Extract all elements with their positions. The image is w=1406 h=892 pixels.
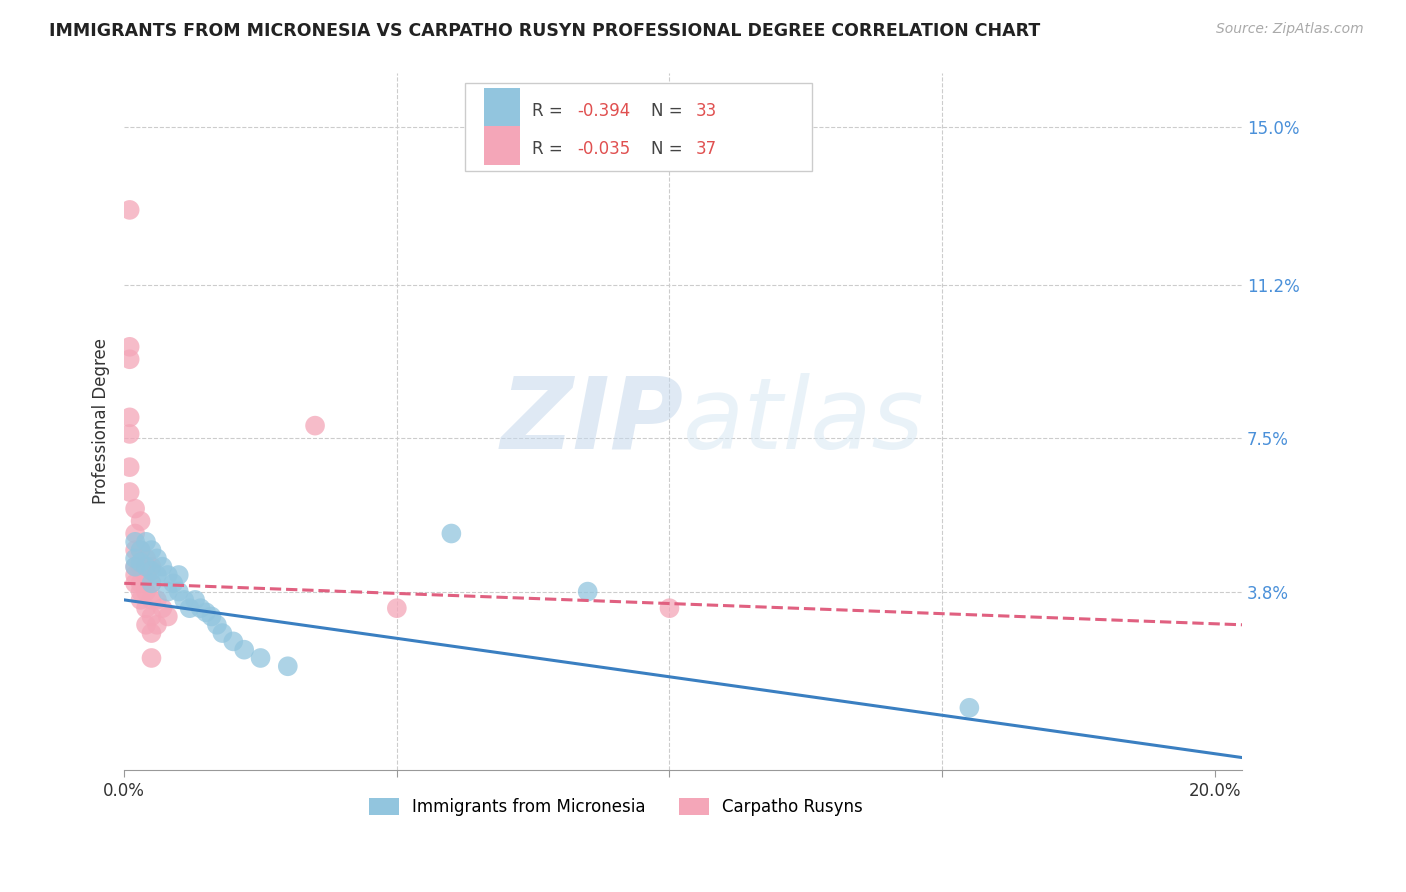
Point bbox=[249, 651, 271, 665]
Point bbox=[658, 601, 681, 615]
Point bbox=[141, 609, 163, 624]
Point bbox=[179, 601, 201, 615]
Point bbox=[118, 352, 141, 367]
Point bbox=[150, 601, 173, 615]
Point bbox=[129, 559, 152, 574]
Point bbox=[957, 700, 980, 714]
Text: 37: 37 bbox=[696, 140, 717, 159]
Point bbox=[118, 426, 141, 441]
Text: ZIP: ZIP bbox=[501, 373, 683, 470]
Point bbox=[156, 584, 179, 599]
Point bbox=[135, 568, 157, 582]
Legend: Immigrants from Micronesia, Carpatho Rusyns: Immigrants from Micronesia, Carpatho Rus… bbox=[360, 789, 872, 824]
Point bbox=[146, 551, 169, 566]
Point bbox=[124, 559, 146, 574]
Point bbox=[118, 410, 141, 425]
Text: 33: 33 bbox=[696, 102, 717, 120]
Point bbox=[124, 534, 146, 549]
Point bbox=[173, 593, 195, 607]
Text: -0.394: -0.394 bbox=[576, 102, 630, 120]
Point bbox=[440, 526, 463, 541]
Point bbox=[304, 418, 326, 433]
Point bbox=[135, 601, 157, 615]
Point bbox=[146, 593, 169, 607]
Point bbox=[129, 514, 152, 528]
Point bbox=[129, 543, 152, 558]
Point bbox=[141, 564, 163, 578]
Text: R =: R = bbox=[533, 140, 568, 159]
Point bbox=[135, 584, 157, 599]
Point bbox=[141, 559, 163, 574]
FancyBboxPatch shape bbox=[465, 84, 811, 170]
Point bbox=[124, 543, 146, 558]
Point bbox=[167, 568, 190, 582]
Point bbox=[222, 634, 245, 648]
Point bbox=[141, 576, 163, 591]
Point bbox=[184, 593, 207, 607]
Point bbox=[135, 617, 157, 632]
Point bbox=[200, 609, 222, 624]
Point bbox=[124, 526, 146, 541]
Text: -0.035: -0.035 bbox=[576, 140, 630, 159]
Point bbox=[118, 485, 141, 500]
Point bbox=[576, 584, 599, 599]
Point bbox=[129, 584, 152, 599]
Point bbox=[156, 609, 179, 624]
Point bbox=[129, 576, 152, 591]
Point bbox=[124, 576, 146, 591]
Point bbox=[141, 626, 163, 640]
Text: Source: ZipAtlas.com: Source: ZipAtlas.com bbox=[1216, 22, 1364, 37]
Point bbox=[141, 593, 163, 607]
Point bbox=[124, 568, 146, 582]
Point bbox=[146, 617, 169, 632]
Text: N =: N = bbox=[651, 102, 688, 120]
Point bbox=[162, 576, 184, 591]
Point bbox=[124, 551, 146, 566]
Point bbox=[129, 593, 152, 607]
Point bbox=[156, 568, 179, 582]
Point bbox=[141, 651, 163, 665]
Point bbox=[141, 543, 163, 558]
Point bbox=[195, 605, 218, 619]
Point bbox=[141, 576, 163, 591]
Point bbox=[150, 559, 173, 574]
Text: N =: N = bbox=[651, 140, 688, 159]
Point bbox=[190, 601, 212, 615]
Point bbox=[233, 642, 256, 657]
Point bbox=[118, 202, 141, 217]
Y-axis label: Professional Degree: Professional Degree bbox=[93, 338, 110, 505]
Point bbox=[129, 543, 152, 558]
Text: IMMIGRANTS FROM MICRONESIA VS CARPATHO RUSYN PROFESSIONAL DEGREE CORRELATION CHA: IMMIGRANTS FROM MICRONESIA VS CARPATHO R… bbox=[49, 22, 1040, 40]
Point bbox=[118, 460, 141, 475]
Point bbox=[385, 601, 408, 615]
Text: atlas: atlas bbox=[683, 373, 925, 470]
Point bbox=[167, 584, 190, 599]
Point bbox=[135, 559, 157, 574]
Point bbox=[135, 551, 157, 566]
Point bbox=[124, 501, 146, 516]
Point bbox=[146, 568, 169, 582]
Text: R =: R = bbox=[533, 102, 568, 120]
Point bbox=[211, 626, 233, 640]
Bar bbox=[484, 88, 520, 127]
Point bbox=[118, 340, 141, 354]
Bar bbox=[484, 127, 520, 165]
Point bbox=[277, 659, 299, 673]
Point bbox=[135, 534, 157, 549]
Point bbox=[124, 559, 146, 574]
Point bbox=[129, 556, 152, 570]
Point bbox=[205, 617, 228, 632]
